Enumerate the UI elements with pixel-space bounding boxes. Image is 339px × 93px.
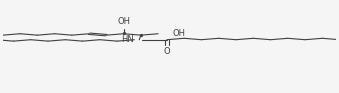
Text: HN: HN — [121, 35, 134, 44]
Text: OH: OH — [118, 17, 131, 27]
Text: OH: OH — [172, 29, 185, 38]
Text: O: O — [163, 47, 170, 56]
